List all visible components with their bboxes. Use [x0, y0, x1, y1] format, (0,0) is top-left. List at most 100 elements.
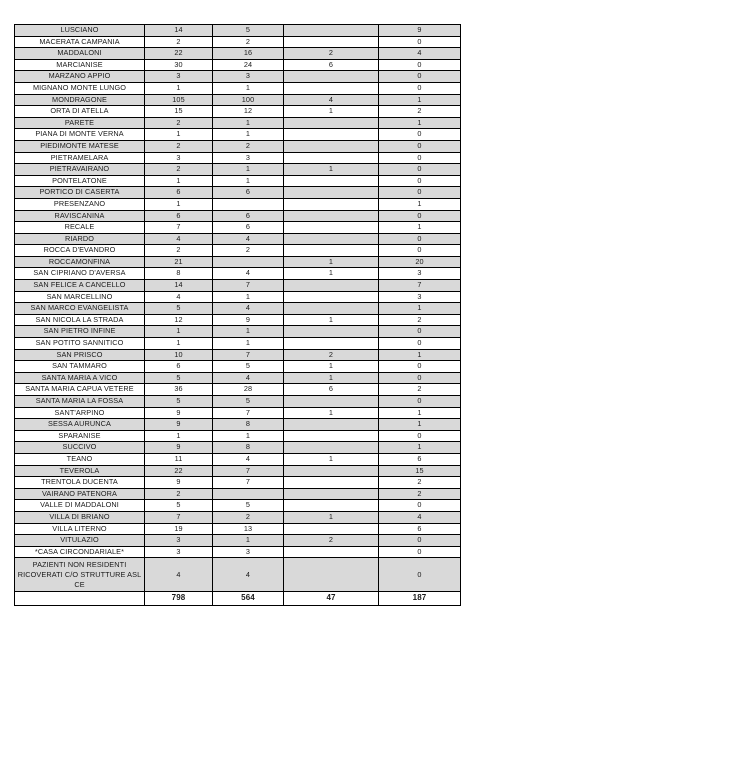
municipality-name-cell: MACERATA CAMPANIA: [14, 35, 145, 49]
value-cell-3: [283, 395, 379, 408]
value-cell-2: 1: [212, 174, 284, 188]
table-row: PIEDIMONTE MATESE 2 2 0: [14, 139, 461, 153]
value-cell-3: [283, 464, 379, 478]
value-cell-1: 5: [144, 395, 213, 408]
value-cell-1: 9: [144, 476, 213, 489]
value-cell-1: 6: [144, 209, 213, 223]
municipality-name-cell: MONDRAGONE: [14, 93, 145, 107]
value-cell-4: 4: [378, 510, 461, 524]
value-cell-1: 6: [144, 360, 213, 373]
value-cell-2: 7: [212, 348, 284, 362]
value-cell-1: 105: [144, 93, 213, 107]
municipality-name-cell: PARETE: [14, 116, 145, 130]
value-cell-4: 0: [378, 325, 461, 339]
value-cell-1: 2: [144, 139, 213, 153]
value-cell-1: 1: [144, 197, 213, 211]
municipality-name-cell: SAN MARCELLINO: [14, 290, 145, 304]
value-cell-2: 1: [212, 128, 284, 141]
municipality-name-cell: TEVEROLA: [14, 464, 145, 478]
value-cell-4: 2: [378, 487, 461, 501]
value-cell-4: 0: [378, 545, 461, 559]
value-cell-3: 1: [283, 406, 379, 420]
value-cell-1: 8: [144, 267, 213, 281]
value-cell-3: 1: [283, 510, 379, 524]
value-cell-4: 0: [378, 337, 461, 350]
value-cell-2: 1: [212, 81, 284, 95]
value-cell-4: 2: [378, 383, 461, 396]
value-cell-2: 1: [212, 163, 284, 176]
total-value-cell-2: 564: [212, 591, 284, 606]
value-cell-2: 28: [212, 383, 284, 396]
value-cell-4: 1: [378, 93, 461, 107]
value-cell-2: 3: [212, 70, 284, 83]
table-row: PIETRAVAIRANO 2 1 1 0: [14, 163, 461, 176]
table-row: VITULAZIO 3 1 2 0: [14, 534, 461, 547]
value-cell-2: 5: [212, 499, 284, 512]
table-row: SAN PIETRO INFINE 1 1 0: [14, 325, 461, 339]
value-cell-2: 4: [212, 302, 284, 315]
table-row: ROCCA D'EVANDRO 2 2 0: [14, 244, 461, 257]
value-cell-1: 1: [144, 128, 213, 141]
value-cell-1: 4: [144, 232, 213, 246]
municipality-name-cell: PONTELATONE: [14, 174, 145, 188]
value-cell-1: 3: [144, 151, 213, 165]
value-cell-4: 0: [378, 35, 461, 49]
value-cell-2: 1: [212, 325, 284, 339]
table-row: SAN NICOLA LA STRADA 12 9 1 2: [14, 313, 461, 327]
value-cell-4: 3: [378, 267, 461, 281]
table-row: ORTA DI ATELLA 15 12 1 2: [14, 105, 461, 118]
municipality-name-cell: SANTA MARIA LA FOSSA: [14, 395, 145, 408]
value-cell-3: 6: [283, 383, 379, 396]
municipality-name-cell: PIETRAVAIRANO: [14, 163, 145, 176]
value-cell-1: 2: [144, 487, 213, 501]
value-cell-4: 0: [378, 232, 461, 246]
value-cell-3: [283, 35, 379, 49]
value-cell-1: 3: [144, 534, 213, 547]
value-cell-3: 1: [283, 255, 379, 269]
municipality-name-cell: VILLA LITERNO: [14, 522, 145, 536]
value-cell-4: 1: [378, 406, 461, 420]
value-cell-4: 6: [378, 522, 461, 536]
value-cell-4: 1: [378, 221, 461, 234]
municipality-name-cell: MARCIANISE: [14, 58, 145, 72]
value-cell-3: [283, 522, 379, 536]
value-cell-3: [283, 476, 379, 489]
value-cell-3: 1: [283, 163, 379, 176]
value-cell-2: 1: [212, 534, 284, 547]
municipality-name-cell: VAIRANO PATENORA: [14, 487, 145, 501]
value-cell-3: 2: [283, 534, 379, 547]
value-cell-4: 0: [378, 395, 461, 408]
value-cell-1: 7: [144, 510, 213, 524]
municipality-name-cell: ROCCA D'EVANDRO: [14, 244, 145, 257]
value-cell-2: 9: [212, 313, 284, 327]
value-cell-2: 1: [212, 116, 284, 130]
total-value-cell-4: 187: [378, 591, 461, 606]
value-cell-3: 1: [283, 105, 379, 118]
value-cell-3: 6: [283, 58, 379, 72]
table-row: PIANA DI MONTE VERNA 1 1 0: [14, 128, 461, 141]
value-cell-3: [283, 81, 379, 95]
value-cell-1: 11: [144, 452, 213, 466]
value-cell-1: 14: [144, 24, 213, 37]
value-cell-1: 9: [144, 406, 213, 420]
value-cell-3: [283, 325, 379, 339]
value-cell-4: 2: [378, 105, 461, 118]
table-row: TEANO 11 4 1 6: [14, 452, 461, 466]
value-cell-4: 0: [378, 58, 461, 72]
value-cell-4: 6: [378, 452, 461, 466]
municipality-name-cell: TRENTOLA DUCENTA: [14, 476, 145, 489]
municipality-name-cell: PORTICO DI CASERTA: [14, 186, 145, 199]
value-cell-4: 1: [378, 302, 461, 315]
municipality-name-cell: SESSA AURUNCA: [14, 418, 145, 431]
value-cell-2: 7: [212, 279, 284, 292]
table-body: LUSCIANO 14 5 9 MACERATA CAMPANIA 2 2 0 MADDALON…: [14, 24, 461, 606]
table-row: SUCCIVO 9 8 1: [14, 441, 461, 454]
table-row: SESSA AURUNCA 9 8 1: [14, 418, 461, 431]
value-cell-2: 1: [212, 337, 284, 350]
value-cell-2: 100: [212, 93, 284, 107]
value-cell-4: 3: [378, 290, 461, 304]
value-cell-1: 6: [144, 186, 213, 199]
table-row: MIGNANO MONTE LUNGO 1 1 0: [14, 81, 461, 95]
municipality-name-cell: SUCCIVO: [14, 441, 145, 454]
